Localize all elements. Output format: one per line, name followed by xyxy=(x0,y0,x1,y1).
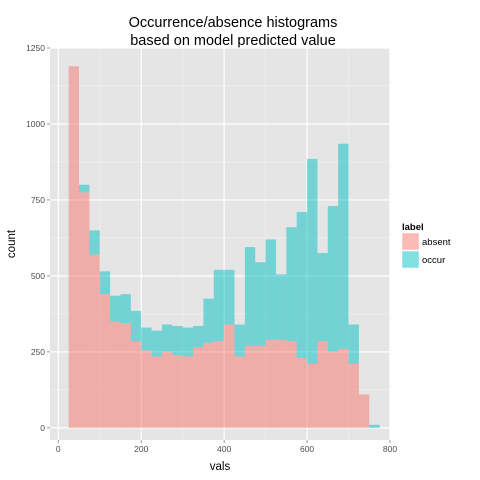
bar-absent xyxy=(265,339,276,428)
bar-occur xyxy=(182,327,194,357)
bar-absent xyxy=(193,347,204,428)
bar-occur xyxy=(286,227,297,342)
bar-occur xyxy=(161,324,173,352)
bar-absent xyxy=(141,350,152,428)
x-tick-label: 400 xyxy=(217,444,231,454)
bar-absent xyxy=(234,356,245,428)
bar-occur xyxy=(89,230,100,255)
bar-absent xyxy=(203,342,214,428)
bar-occur xyxy=(307,158,318,365)
x-tick-label: 800 xyxy=(383,444,397,454)
bar-absent xyxy=(213,341,225,428)
bar-absent xyxy=(99,294,111,428)
bar-occur xyxy=(99,271,111,295)
bar-absent xyxy=(348,364,359,428)
bar-absent xyxy=(296,357,308,428)
bar-absent xyxy=(327,351,339,428)
bar-absent xyxy=(286,341,297,428)
bar-absent xyxy=(244,345,256,428)
bar-occur xyxy=(213,269,225,342)
bar-absent xyxy=(120,323,131,428)
y-axis-ticks: 0 250 500 750 1000 1250 xyxy=(26,43,50,433)
x-axis-ticks: 0 200 400 600 800 xyxy=(56,440,397,454)
bar-occur xyxy=(172,326,183,355)
bar-occur xyxy=(275,274,287,340)
bar-absent xyxy=(224,324,235,428)
bar-absent xyxy=(317,341,328,428)
y-tick-label: 500 xyxy=(31,271,45,281)
x-tick-label: 200 xyxy=(134,444,148,454)
legend-key-occur xyxy=(401,250,420,269)
legend-label-absent: absent xyxy=(422,237,451,248)
bar-occur xyxy=(203,298,214,343)
bar-absent xyxy=(110,321,121,428)
bar-occur xyxy=(348,324,359,365)
bar-occur xyxy=(110,295,121,322)
bar-occur xyxy=(327,206,339,352)
bar-occur xyxy=(338,143,349,349)
y-tick-label: 750 xyxy=(31,195,45,205)
bar-occur xyxy=(369,424,380,428)
chart-title-line-1: Occurrence/absence histograms xyxy=(129,15,338,31)
bar-absent xyxy=(161,351,173,428)
bar-absent xyxy=(275,339,287,428)
legend: label absent occur xyxy=(401,222,451,269)
bar-occur xyxy=(120,294,131,324)
legend-key-absent xyxy=(401,232,420,251)
y-tick-label: 1250 xyxy=(26,43,45,53)
legend-title: label xyxy=(402,222,424,233)
y-tick-label: 250 xyxy=(31,347,45,357)
bar-absent xyxy=(151,356,162,428)
bar-occur xyxy=(317,253,328,342)
bar-absent xyxy=(89,254,100,428)
y-tick-label: 0 xyxy=(40,423,45,433)
bar-absent xyxy=(68,66,80,428)
bar-occur xyxy=(255,262,266,346)
bar-absent xyxy=(307,364,318,428)
y-tick-label: 1000 xyxy=(26,119,45,129)
chart-title-line-2: based on model predicted value xyxy=(130,33,336,49)
bar-absent xyxy=(358,394,370,428)
bar-occur xyxy=(79,184,90,193)
bar-absent xyxy=(338,348,349,428)
bar-occur xyxy=(244,247,256,346)
bar-occur xyxy=(141,327,152,351)
bar-occur xyxy=(151,330,162,357)
bar-occur xyxy=(130,310,142,342)
bar-occur xyxy=(224,269,235,325)
bar-absent xyxy=(172,354,183,428)
x-tick-label: 600 xyxy=(300,444,314,454)
bar-occur xyxy=(296,212,308,358)
x-tick-label: 0 xyxy=(56,444,61,454)
bar-occur xyxy=(234,324,245,357)
bar-absent xyxy=(182,356,194,428)
histogram-bars xyxy=(68,66,380,428)
bar-occur xyxy=(265,239,276,340)
legend-label-occur: occur xyxy=(422,255,445,266)
y-axis-title: count xyxy=(6,229,18,258)
bar-occur xyxy=(193,326,204,348)
bar-absent xyxy=(255,345,266,428)
bar-absent xyxy=(130,341,142,428)
bar-absent xyxy=(79,192,90,428)
x-axis-title: vals xyxy=(210,461,231,473)
